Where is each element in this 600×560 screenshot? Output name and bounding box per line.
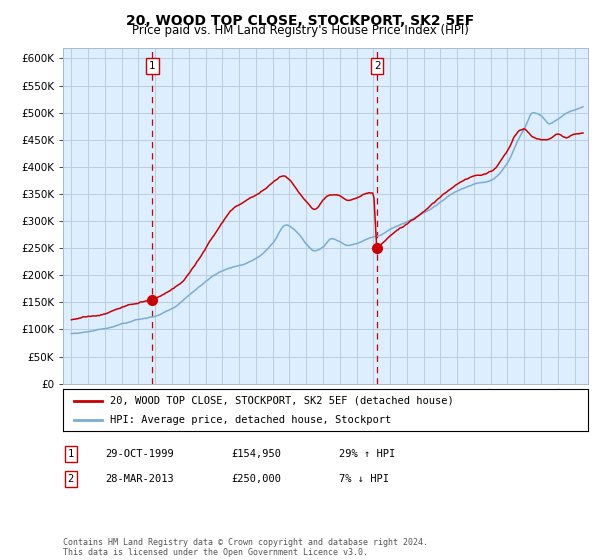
- Text: 20, WOOD TOP CLOSE, STOCKPORT, SK2 5EF: 20, WOOD TOP CLOSE, STOCKPORT, SK2 5EF: [126, 14, 474, 28]
- Text: HPI: Average price, detached house, Stockport: HPI: Average price, detached house, Stoc…: [110, 415, 392, 425]
- Text: 7% ↓ HPI: 7% ↓ HPI: [339, 474, 389, 484]
- Text: £154,950: £154,950: [231, 449, 281, 459]
- Text: 2: 2: [374, 61, 380, 71]
- Text: £250,000: £250,000: [231, 474, 281, 484]
- Text: 1: 1: [149, 61, 156, 71]
- Text: 28-MAR-2013: 28-MAR-2013: [105, 474, 174, 484]
- Text: 1: 1: [68, 449, 74, 459]
- Text: 29% ↑ HPI: 29% ↑ HPI: [339, 449, 395, 459]
- Text: 2: 2: [68, 474, 74, 484]
- Text: 20, WOOD TOP CLOSE, STOCKPORT, SK2 5EF (detached house): 20, WOOD TOP CLOSE, STOCKPORT, SK2 5EF (…: [110, 395, 454, 405]
- Text: Price paid vs. HM Land Registry's House Price Index (HPI): Price paid vs. HM Land Registry's House …: [131, 24, 469, 37]
- Text: 29-OCT-1999: 29-OCT-1999: [105, 449, 174, 459]
- Text: Contains HM Land Registry data © Crown copyright and database right 2024.
This d: Contains HM Land Registry data © Crown c…: [63, 538, 428, 557]
